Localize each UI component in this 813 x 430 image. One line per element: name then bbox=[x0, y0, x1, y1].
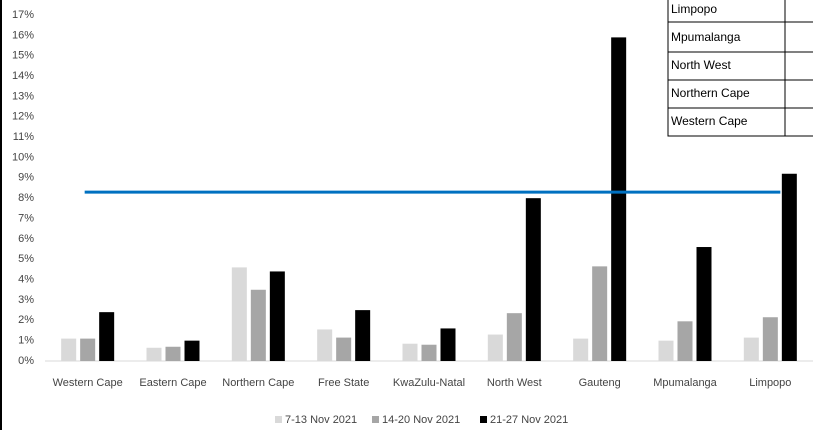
bar bbox=[592, 266, 608, 361]
bar bbox=[421, 344, 437, 361]
bar bbox=[99, 312, 115, 361]
bar bbox=[355, 310, 371, 361]
y-tick-label: 0% bbox=[18, 355, 34, 367]
legend-label: 14-20 Nov 2021 bbox=[382, 414, 460, 426]
bar bbox=[743, 337, 759, 361]
y-tick-label: 14% bbox=[12, 70, 34, 82]
x-tick-label: Western Cape bbox=[53, 377, 123, 389]
bar bbox=[677, 321, 693, 361]
y-tick-label: 2% bbox=[18, 314, 34, 326]
table-frame bbox=[667, 0, 813, 137]
province-table: Limpopo Mpumalanga North West Northern C… bbox=[667, 0, 813, 137]
y-tick-label: 3% bbox=[18, 294, 34, 306]
y-tick-label: 8% bbox=[18, 192, 34, 204]
y-tick-label: 6% bbox=[18, 233, 34, 245]
bar bbox=[487, 334, 503, 361]
bar bbox=[269, 271, 285, 361]
y-tick-label: 15% bbox=[12, 50, 34, 62]
bar bbox=[231, 267, 247, 361]
y-tick-label: 9% bbox=[18, 172, 34, 184]
legend-swatch bbox=[480, 416, 487, 423]
bar bbox=[317, 329, 333, 361]
bar bbox=[61, 338, 77, 361]
bar bbox=[525, 198, 541, 361]
x-tick-label: Mpumalanga bbox=[653, 377, 717, 389]
y-tick-label: 16% bbox=[12, 29, 34, 41]
x-tick-label: North West bbox=[487, 377, 542, 389]
y-tick-label: 11% bbox=[13, 131, 34, 143]
y-tick-label: 7% bbox=[18, 212, 34, 224]
legend-swatch bbox=[275, 416, 282, 423]
bar bbox=[658, 340, 674, 361]
y-tick-label: 10% bbox=[12, 151, 34, 163]
x-tick-label: Free State bbox=[318, 377, 369, 389]
y-tick-label: 12% bbox=[12, 111, 34, 123]
legend-swatch bbox=[372, 416, 379, 423]
bar bbox=[184, 340, 200, 361]
y-tick-label: 1% bbox=[18, 335, 34, 347]
x-tick-label: Limpopo bbox=[749, 377, 791, 389]
y-tick-label: 13% bbox=[12, 90, 34, 102]
bar bbox=[146, 347, 162, 361]
bar bbox=[611, 37, 627, 361]
bar bbox=[80, 338, 96, 361]
bar bbox=[402, 343, 418, 361]
y-tick-label: 17% bbox=[12, 9, 34, 21]
table-cell: Mpumalanga bbox=[671, 30, 741, 44]
table-cell: Northern Cape bbox=[671, 86, 750, 100]
x-tick-label: KwaZulu-Natal bbox=[393, 377, 465, 389]
table-cell: Limpopo bbox=[671, 2, 717, 16]
bar bbox=[696, 247, 712, 361]
legend-label: 7-13 Nov 2021 bbox=[285, 414, 357, 426]
bar bbox=[573, 338, 589, 361]
y-tick-label: 4% bbox=[18, 273, 34, 285]
bar bbox=[762, 317, 778, 361]
bar bbox=[165, 346, 181, 361]
x-tick-label: Eastern Cape bbox=[139, 377, 206, 389]
legend-label: 21-27 Nov 2021 bbox=[490, 414, 568, 426]
table-cell: Western Cape bbox=[671, 114, 748, 128]
bar bbox=[336, 337, 352, 361]
x-tick-label: Northern Cape bbox=[222, 377, 294, 389]
y-tick-label: 5% bbox=[18, 253, 34, 265]
bar bbox=[781, 173, 797, 361]
bar bbox=[250, 289, 266, 361]
bar bbox=[440, 328, 456, 361]
x-tick-label: Gauteng bbox=[579, 377, 621, 389]
bar bbox=[506, 313, 522, 361]
table-cell: North West bbox=[671, 58, 731, 72]
